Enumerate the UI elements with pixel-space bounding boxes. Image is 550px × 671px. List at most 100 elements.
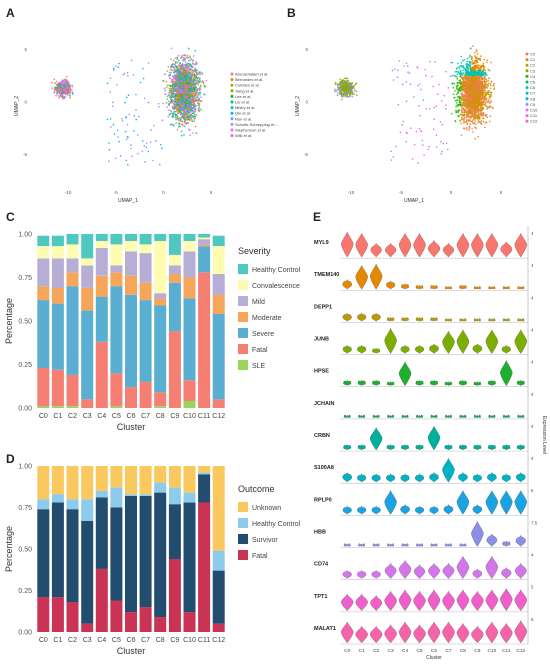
umap-point [182,88,185,91]
umap-point [453,82,456,85]
umap-point [193,102,196,105]
umap-point [467,102,469,105]
umap-point [181,72,184,74]
umap-point [465,120,468,123]
umap-point [477,101,480,104]
umap-point [175,105,178,108]
legend-swatch [230,83,234,87]
umap-point [483,98,486,101]
umap-point [481,64,484,67]
umap-point [480,119,483,122]
umap-point [172,114,174,116]
umap-point [491,106,494,109]
umap-point [66,81,69,84]
umap-point [487,68,490,71]
umap-point [489,83,492,85]
umap-point [451,74,454,77]
umap-point [172,96,175,99]
umap-point [470,93,473,95]
umap-point [181,96,184,99]
umap-point [475,82,477,85]
umap-point [470,61,472,64]
umap-point [184,54,187,57]
umap-point [472,86,475,89]
umap-point [177,91,180,94]
umap-point [476,56,478,59]
umap-point [135,118,137,121]
umap-point [462,79,465,81]
umap-point [179,88,182,91]
umap-point [482,108,484,111]
umap-point [474,91,477,94]
umap-point [474,107,477,110]
umap-point [465,116,468,119]
umap-point [179,101,182,103]
umap-point [193,107,196,109]
umap-point [470,79,473,82]
umap-point [476,111,478,114]
umap-point [190,116,193,119]
umap-point [483,78,486,81]
umap-point [179,62,182,64]
legend-swatch [230,122,234,126]
umap-point [162,79,165,82]
umap-point [181,115,183,118]
umap-point [198,110,201,112]
umap-point [172,100,175,103]
umap-point [130,144,132,146]
umap-point [174,60,177,63]
umap-point [180,112,183,115]
umap-point [139,81,142,84]
umap-point [455,85,458,87]
umap-point [110,126,112,128]
umap-point [188,115,191,118]
umap-point [64,83,66,85]
umap-point [468,125,471,128]
umap-point [143,145,145,147]
umap-point [334,81,337,84]
umap-point [185,68,187,71]
umap-point [473,52,476,54]
umap-point [161,147,163,150]
x-tick-label: -5 [114,190,118,195]
umap-point [172,66,175,68]
umap-point [473,110,476,113]
umap-point [464,68,467,71]
umap-point [334,83,337,85]
umap-point [482,96,484,99]
umap-point [161,119,164,121]
umap-point [482,69,485,72]
umap-point [194,50,197,52]
y-tick-label: 0 [24,100,27,105]
legend-swatch [230,72,234,76]
umap-point [186,64,188,67]
umap-point [176,107,179,110]
umap-point [175,118,177,121]
umap-point [186,96,188,99]
umap-point [174,78,177,80]
umap-point [169,112,172,115]
umap-point [481,65,484,68]
umap-point [185,113,188,116]
umap-point [472,83,475,86]
umap-point [182,95,185,97]
umap-point [109,91,112,93]
umap-point [179,71,182,74]
umap-point [460,96,463,99]
umap-point [355,94,358,96]
umap-point [193,79,196,81]
umap-point [200,108,203,111]
umap-point [55,80,58,83]
umap-point [468,73,471,75]
umap-point [469,54,471,57]
umap-point [71,91,74,94]
umap-point [181,116,184,119]
umap-point [188,67,191,70]
umap-point [186,54,189,57]
umap-point [459,86,462,88]
umap-point [476,82,479,85]
umap-point [478,116,481,118]
umap-point [165,80,168,83]
umap-point [485,115,487,118]
umap-point [173,103,175,105]
